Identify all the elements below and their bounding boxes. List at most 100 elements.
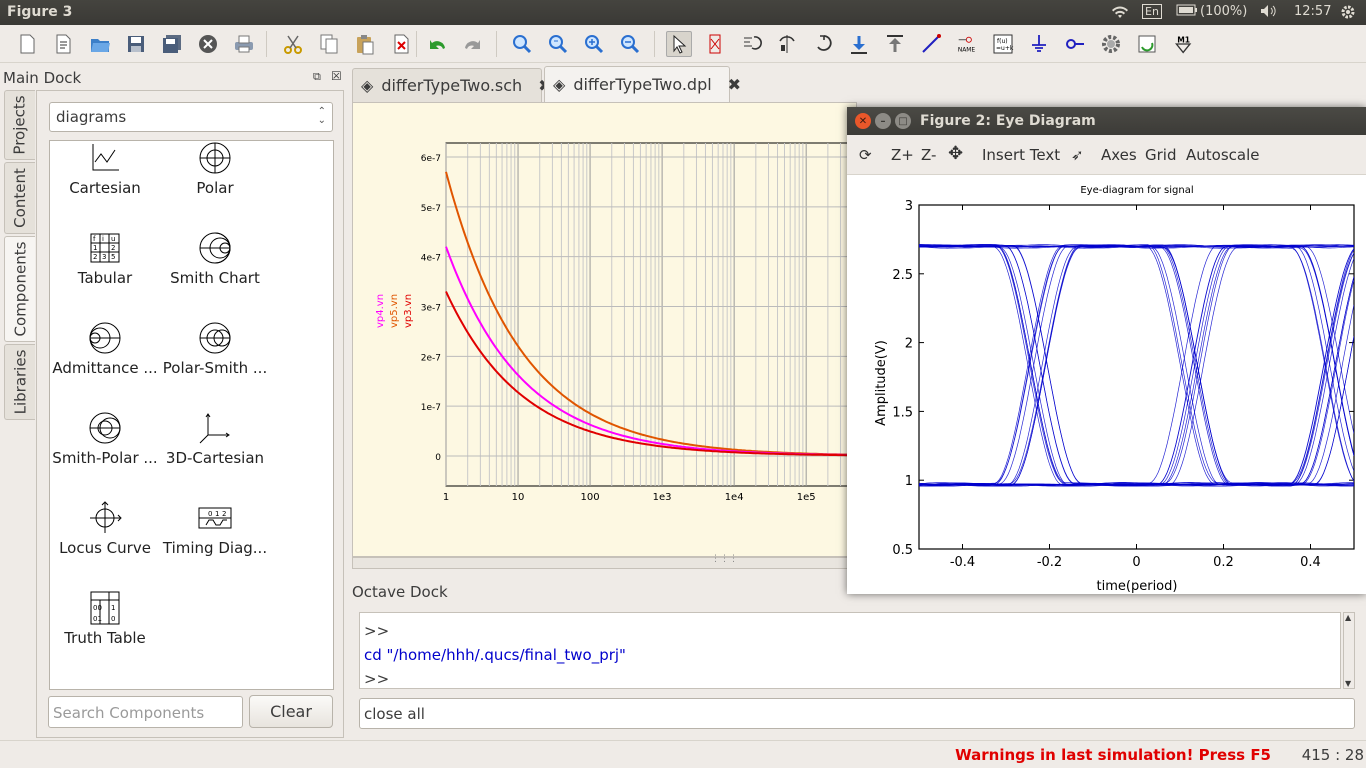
side-tab-projects[interactable]: Projects: [4, 90, 35, 160]
view-1-1-icon[interactable]: [545, 31, 571, 57]
plot-frame: [445, 142, 854, 487]
eye-traces: [919, 244, 1354, 487]
dock-close-icon[interactable]: ☒: [331, 69, 342, 83]
equation-icon[interactable]: f(u) =u+k: [990, 31, 1016, 57]
simulate-gear-icon[interactable]: [1098, 31, 1124, 57]
y-tick-label: 1: [905, 474, 913, 489]
eye-window-titlebar: ✕ – □ Figure 2: Eye Diagram: [847, 107, 1366, 135]
side-tab-content[interactable]: Content: [4, 162, 35, 234]
enter-subcircuit-icon[interactable]: [846, 31, 872, 57]
y-axis-label: Amplitude(V): [874, 340, 889, 426]
axes-button[interactable]: Axes: [1101, 146, 1137, 164]
search-components-input[interactable]: Search Components: [48, 696, 243, 728]
category-select[interactable]: diagrams ⌃ ⌄: [49, 102, 333, 132]
component-locus-curve[interactable]: Locus Curve: [50, 501, 160, 557]
polar-smith-icon: [160, 321, 270, 355]
window-minimize-icon[interactable]: –: [875, 113, 891, 129]
zoom-out-button[interactable]: Z-: [921, 146, 937, 164]
component-polar[interactable]: Polar: [160, 141, 270, 197]
keyboard-indicator[interactable]: En: [1142, 4, 1162, 19]
component-polar-smith[interactable]: Polar-Smith ...: [160, 321, 270, 377]
zoom-out-icon[interactable]: [617, 31, 643, 57]
tab-schematic[interactable]: ◈ differTypeTwo.sch ✖: [352, 68, 552, 102]
cut-icon[interactable]: [280, 31, 306, 57]
save-all-icon[interactable]: [159, 31, 185, 57]
horizontal-scrollbar[interactable]: ⋮⋮⋮: [352, 554, 857, 569]
pan-icon[interactable]: ✥: [948, 143, 964, 164]
component-smith-polar[interactable]: Smith-Polar ...: [50, 411, 160, 467]
redo-icon[interactable]: [460, 31, 486, 57]
component-cartesian[interactable]: Cartesian: [50, 141, 160, 197]
component-smith-chart[interactable]: Smith Chart: [160, 231, 270, 287]
label-icon[interactable]: NAME: [954, 31, 982, 57]
deactivate-icon[interactable]: [702, 31, 728, 57]
plot-frame: [918, 204, 1355, 550]
3d-cartesian-icon: [160, 411, 270, 445]
view-all-icon[interactable]: [509, 31, 535, 57]
side-tab-components[interactable]: Components: [4, 236, 35, 342]
exit-subcircuit-icon[interactable]: [882, 31, 908, 57]
battery-icon[interactable]: [1176, 4, 1198, 20]
paste-icon[interactable]: [352, 31, 378, 57]
x-tick-label: 1e4: [725, 492, 744, 503]
x-tick-label: 1e5: [797, 492, 816, 503]
zoom-in-button[interactable]: Z+: [891, 146, 914, 164]
clock[interactable]: 12:57: [1294, 4, 1332, 19]
component-truth-table[interactable]: 00 1 01 0 Truth Table: [50, 591, 160, 647]
delete-icon[interactable]: [388, 31, 414, 57]
rotate-icon[interactable]: ⟳: [859, 146, 872, 164]
component-admittance[interactable]: Admittance ...: [50, 321, 160, 377]
undock-icon[interactable]: ⧉: [313, 70, 321, 83]
select-arrow-icon[interactable]: ➶: [1071, 146, 1084, 164]
window-maximize-icon[interactable]: □: [895, 113, 911, 129]
octave-input[interactable]: close all: [359, 698, 1355, 729]
window-close-icon[interactable]: ✕: [855, 113, 871, 129]
print-icon[interactable]: [231, 31, 257, 57]
rotate-icon[interactable]: [738, 31, 764, 57]
eye-diagram-plot[interactable]: Eye-diagram for signal time(period) Ampl…: [847, 175, 1366, 594]
wifi-icon[interactable]: [1110, 4, 1130, 24]
mirror-x-icon[interactable]: [774, 31, 800, 57]
clear-button[interactable]: Clear: [249, 695, 333, 728]
tab-close-icon[interactable]: ✖: [727, 75, 742, 94]
display-canvas[interactable]: 6e-7 5e-7 4e-7 3e-7 2e-7 1e-7 0 1 10 100 1e3 1e4 1e5…: [352, 102, 857, 557]
port-icon[interactable]: [1062, 31, 1088, 57]
cartesian-diagram[interactable]: 6e-7 5e-7 4e-7 3e-7 2e-7 1e-7 0 1 10 100 1e3 1e4 1e5…: [353, 103, 857, 557]
volume-icon[interactable]: [1260, 4, 1278, 22]
x-tick-label: -0.2: [1037, 555, 1062, 570]
select-icon[interactable]: [666, 31, 692, 57]
new-text-icon[interactable]: [50, 31, 76, 57]
octave-dock-title: Octave Dock: [352, 583, 448, 601]
zoom-in-icon[interactable]: [581, 31, 607, 57]
octave-output: >> cd "/home/hhh/.qucs/final_two_prj" >>: [359, 612, 1341, 689]
schematic-file-icon: ◈: [361, 76, 374, 95]
undo-icon[interactable]: [424, 31, 450, 57]
autoscale-button[interactable]: Autoscale: [1186, 146, 1260, 164]
settings-gear-icon[interactable]: [1340, 4, 1356, 24]
eye-window-title: Figure 2: Eye Diagram: [920, 113, 1096, 129]
legend-label: vp4.vn: [375, 294, 386, 328]
y-tick-label: 3e-7: [421, 304, 441, 314]
mirror-y-icon[interactable]: [810, 31, 836, 57]
label-icon-text: NAME: [958, 48, 976, 54]
eye-trace: [919, 336, 1354, 485]
close-icon[interactable]: [195, 31, 221, 57]
open-icon[interactable]: [87, 31, 113, 57]
octave-scrollbar[interactable]: ▲ ▼: [1343, 612, 1355, 689]
wire-icon[interactable]: [918, 31, 944, 57]
dc-bias-icon[interactable]: [1134, 31, 1160, 57]
tab-display[interactable]: ◈ differTypeTwo.dpl ✖: [544, 66, 741, 102]
marker-icon[interactable]: M1: [1170, 31, 1198, 57]
side-tab-libraries[interactable]: Libraries: [4, 344, 35, 420]
component-3d-cartesian[interactable]: 3D-Cartesian: [160, 411, 270, 467]
ground-icon[interactable]: [1026, 31, 1052, 57]
save-icon[interactable]: [123, 31, 149, 57]
insert-text-button[interactable]: Insert Text: [982, 146, 1061, 164]
copy-icon[interactable]: [316, 31, 342, 57]
tab-display-label: differTypeTwo.dpl: [573, 75, 712, 94]
grid-button[interactable]: Grid: [1145, 146, 1177, 164]
new-file-icon[interactable]: [14, 31, 40, 57]
y-tick-label: 2: [905, 337, 913, 352]
